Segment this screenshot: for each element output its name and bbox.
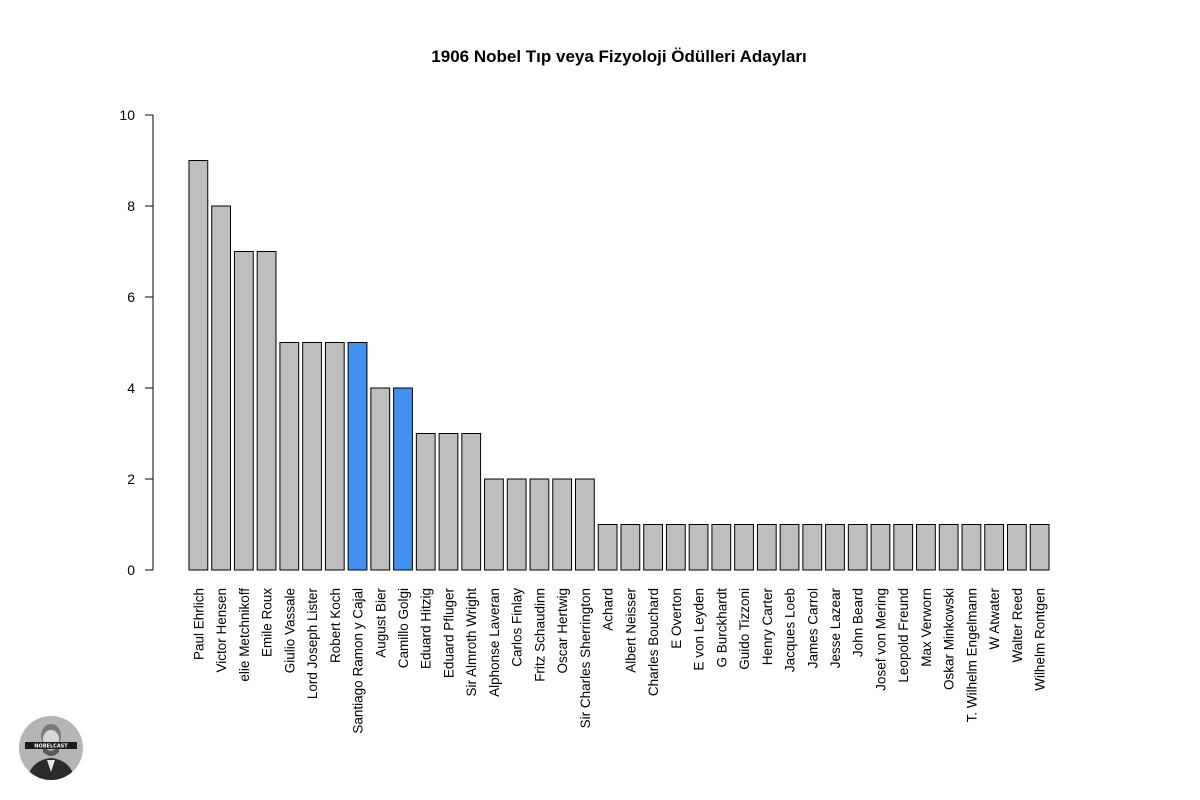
- bar-santiago-ramon-y-cajal: [347, 342, 368, 571]
- bar-henry-carter: [756, 524, 777, 571]
- x-tick-label: W Atwater: [987, 587, 1002, 649]
- x-tick-label: Victor Hensen: [214, 588, 229, 673]
- bar-albert-neisser: [620, 524, 641, 571]
- bar-e-von-leyden: [688, 524, 709, 571]
- bar-james-carrol: [802, 524, 823, 571]
- bar-victor-hensen: [211, 205, 231, 571]
- x-tick-label: Robert Koch: [328, 588, 343, 663]
- x-tick-label: Lord Joseph Lister: [305, 588, 320, 700]
- bar-jesse-lazear: [825, 524, 845, 571]
- x-tick-label: Jesse Lazear: [828, 587, 843, 668]
- bar-josef-von-mering: [870, 524, 891, 571]
- logo-text: NOBELCAST: [34, 744, 68, 750]
- bar-giulio-vassale: [279, 342, 300, 571]
- x-tick-label: Santiago Ramon y Cajal: [351, 588, 366, 734]
- y-tick-label: 8: [127, 198, 135, 214]
- bar-lord-joseph-lister: [302, 342, 322, 571]
- bar-achard: [597, 524, 618, 571]
- x-tick-label: E von Leyden: [692, 588, 707, 671]
- x-tick-label: Max Verworn: [919, 588, 934, 667]
- x-tick-label: Sir Almroth Wright: [464, 588, 479, 697]
- bar-fritz-schaudinn: [529, 478, 550, 571]
- x-tick-label: Carlos Finlay: [510, 588, 525, 667]
- bar-charles-bouchard: [643, 524, 663, 571]
- bar-max-verworn: [916, 524, 936, 571]
- x-tick-label: Leopold Freund: [896, 588, 911, 683]
- x-tick-label: James Carrol: [805, 588, 820, 668]
- y-tick-label: 10: [119, 107, 135, 123]
- bar-oskar-minkowski: [938, 524, 959, 571]
- bar-sir-almroth-wright: [461, 433, 482, 571]
- bar-t-wilhelm-engelmann: [961, 524, 982, 571]
- bar-guido-tizzoni: [734, 524, 754, 571]
- bars: [188, 160, 1050, 571]
- y-axis: 0 2 4 6 8 10: [119, 107, 154, 578]
- bar-john-beard: [847, 524, 868, 571]
- x-tick-label: Achard: [601, 588, 616, 631]
- x-tick-label: John Beard: [851, 588, 866, 657]
- x-tick-label: Giulio Vassale: [282, 588, 297, 673]
- x-tick-label: Walter Reed: [1010, 588, 1025, 663]
- x-tick-label: T. Wilhelm Engelmann: [964, 588, 979, 722]
- x-tick-label: Paul Ehrlich: [191, 588, 206, 660]
- bar-robert-koch: [324, 342, 345, 571]
- bar-e-overton: [665, 524, 686, 571]
- bar-walter-reed: [1007, 524, 1027, 571]
- x-tick-label: elie Metchnikoff: [237, 588, 252, 682]
- x-tick-label: Albert Neisser: [623, 587, 638, 672]
- bar-oscar-hertwig: [552, 478, 573, 571]
- x-tick-label: Emile Roux: [260, 588, 275, 657]
- bar-eduard-pfluger: [438, 433, 459, 571]
- bar-carlos-finlay: [506, 478, 527, 571]
- bar-camillo-golgi: [393, 387, 413, 571]
- bar-sir-charles-sherrington: [575, 478, 595, 571]
- y-tick-label: 4: [127, 380, 135, 396]
- bar-jacques-loeb: [779, 524, 800, 571]
- bar-alphonse-laveran: [484, 478, 504, 571]
- bar-elie-metchnikoff: [233, 251, 254, 571]
- chart-title: 1906 Nobel Tıp veya Fizyoloji Ödülleri A…: [431, 47, 807, 66]
- bar-paul-ehrlich: [188, 160, 209, 571]
- x-tick-label: Oskar Minkowski: [942, 588, 957, 690]
- x-axis-labels: Paul Ehrlich Victor Hensen elie Metchnikof…: [191, 587, 1047, 733]
- x-tick-label: Camillo Golgi: [396, 588, 411, 668]
- x-tick-label: Oscar Hertwig: [555, 588, 570, 674]
- bar-leopold-freund: [893, 524, 914, 571]
- y-tick-label: 0: [127, 562, 135, 578]
- x-tick-label: G Burckhardt: [714, 588, 729, 668]
- x-tick-label: Charles Bouchard: [646, 588, 661, 696]
- bar-emile-roux: [256, 251, 277, 571]
- x-tick-label: Fritz Schaudinn: [532, 588, 547, 682]
- x-tick-label: Eduard Hitzig: [419, 588, 434, 669]
- x-tick-label: Alphonse Laveran: [487, 588, 502, 697]
- x-tick-label: Eduard Pfluger: [441, 588, 456, 679]
- x-tick-label: Guido Tizzoni: [737, 588, 752, 670]
- bar-wilhelm-rontgen: [1029, 524, 1050, 571]
- bar-w-atwater: [984, 524, 1005, 571]
- x-tick-label: August Bier: [373, 588, 388, 658]
- nobelcast-logo: NOBELCAST: [19, 716, 83, 780]
- x-tick-label: Wilhelm Rontgen: [1033, 588, 1048, 691]
- x-tick-label: Jacques Loeb: [783, 588, 798, 672]
- bar-g-burckhardt: [711, 524, 732, 571]
- bar-eduard-hitzig: [415, 433, 436, 571]
- x-tick-label: Sir Charles Sherrington: [578, 588, 593, 728]
- y-tick-label: 6: [127, 289, 135, 305]
- x-tick-label: Josef von Mering: [873, 588, 888, 691]
- x-tick-label: E Overton: [669, 588, 684, 649]
- bar-august-bier: [370, 387, 391, 571]
- x-tick-label: Henry Carter: [760, 588, 775, 666]
- y-tick-label: 2: [127, 471, 135, 487]
